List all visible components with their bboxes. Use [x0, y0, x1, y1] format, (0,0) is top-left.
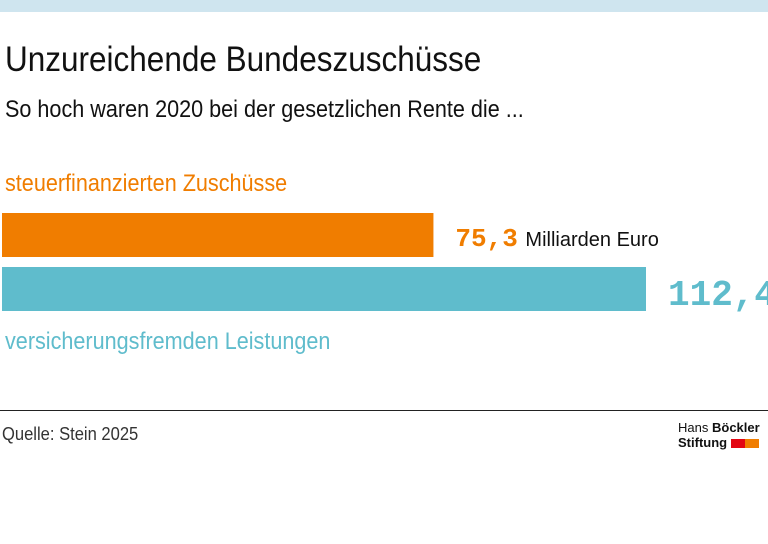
category-label-0: steuerfinanzierten Zuschüsse: [5, 170, 288, 197]
top-band: [0, 0, 768, 12]
bar-steuerfinanziert: [2, 213, 434, 257]
bar-versicherungsfremd: [2, 267, 646, 311]
value-label-1: 112,4: [668, 275, 768, 316]
divider: [0, 410, 768, 411]
chart-subtitle: So hoch waren 2020 bei der gesetzlichen …: [5, 96, 524, 123]
bar-chart: 75,3 Milliarden Euro 112,4: [2, 213, 768, 316]
chart-title: Unzureichende Bundeszuschüsse: [5, 40, 482, 79]
value-label-0: 75,3: [455, 224, 517, 254]
source-note: Quelle: Stein 2025: [2, 424, 139, 444]
hans-boeckler-logo: Hans Böckler Stiftung: [678, 420, 760, 450]
category-label-1: versicherungsfremden Leistungen: [5, 328, 331, 355]
unit-label: Milliarden Euro: [525, 229, 658, 251]
